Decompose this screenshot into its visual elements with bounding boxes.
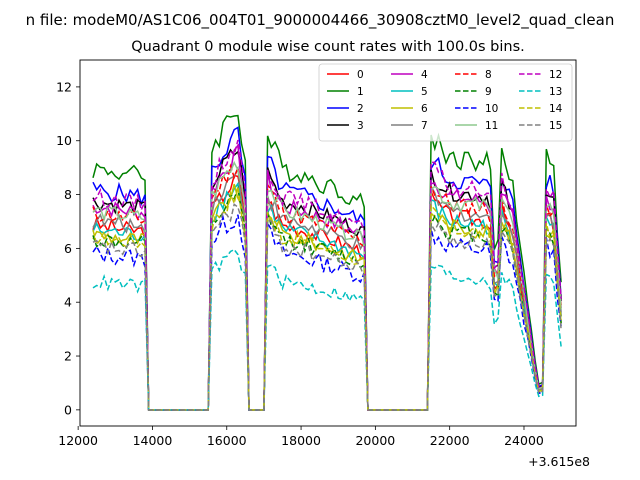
legend-label-3: 3 — [357, 120, 364, 132]
legend-label-1: 1 — [357, 86, 364, 98]
series-line-14 — [92, 186, 562, 411]
legend-label-8: 8 — [485, 69, 492, 81]
y-tick-label: 2 — [64, 349, 72, 364]
legend-label-0: 0 — [357, 69, 364, 81]
x-tick-label: 14000 — [133, 433, 173, 448]
legend-label-10: 10 — [485, 103, 498, 115]
legend-label-9: 9 — [485, 86, 492, 98]
y-tick-label: 12 — [56, 79, 72, 94]
y-tick-label: 4 — [64, 295, 72, 310]
legend-label-6: 6 — [421, 103, 428, 115]
x-tick-label: 16000 — [207, 433, 247, 448]
legend-label-5: 5 — [421, 86, 428, 98]
legend-label-2: 2 — [357, 103, 364, 115]
legend-label-4: 4 — [421, 69, 428, 81]
series-line-15 — [92, 202, 562, 411]
axes-frame — [79, 59, 577, 427]
legend-label-12: 12 — [549, 69, 562, 81]
series-line-13 — [92, 248, 562, 411]
legend-label-15: 15 — [549, 120, 562, 132]
legend-label-11: 11 — [485, 120, 498, 132]
legend-label-7: 7 — [421, 120, 428, 132]
y-axis: 0 2 4 6 8 10 12 — [56, 79, 80, 417]
x-axis: 12000 14000 16000 18000 20000 22000 24000 — [58, 426, 544, 448]
y-tick-label: 10 — [56, 133, 72, 148]
legend-box — [318, 63, 573, 142]
series-group — [92, 114, 562, 411]
y-tick-label: 0 — [64, 402, 72, 417]
legend-label-13: 13 — [549, 86, 562, 98]
x-tick-label: 12000 — [58, 433, 98, 448]
chart-suptitle: n file: modeM0/AS1C06_004T01_9000004466_… — [26, 11, 615, 30]
legend-label-14: 14 — [549, 103, 563, 115]
x-offset-label: +3.615e8 — [528, 454, 590, 469]
y-tick-label: 8 — [64, 187, 72, 202]
x-tick-label: 20000 — [355, 433, 395, 448]
x-tick-label: 18000 — [281, 433, 321, 448]
x-tick-label: 24000 — [504, 433, 544, 448]
chart-title: Quadrant 0 module wise count rates with … — [131, 39, 525, 55]
y-tick-label: 6 — [64, 241, 72, 256]
x-tick-label: 22000 — [430, 433, 470, 448]
